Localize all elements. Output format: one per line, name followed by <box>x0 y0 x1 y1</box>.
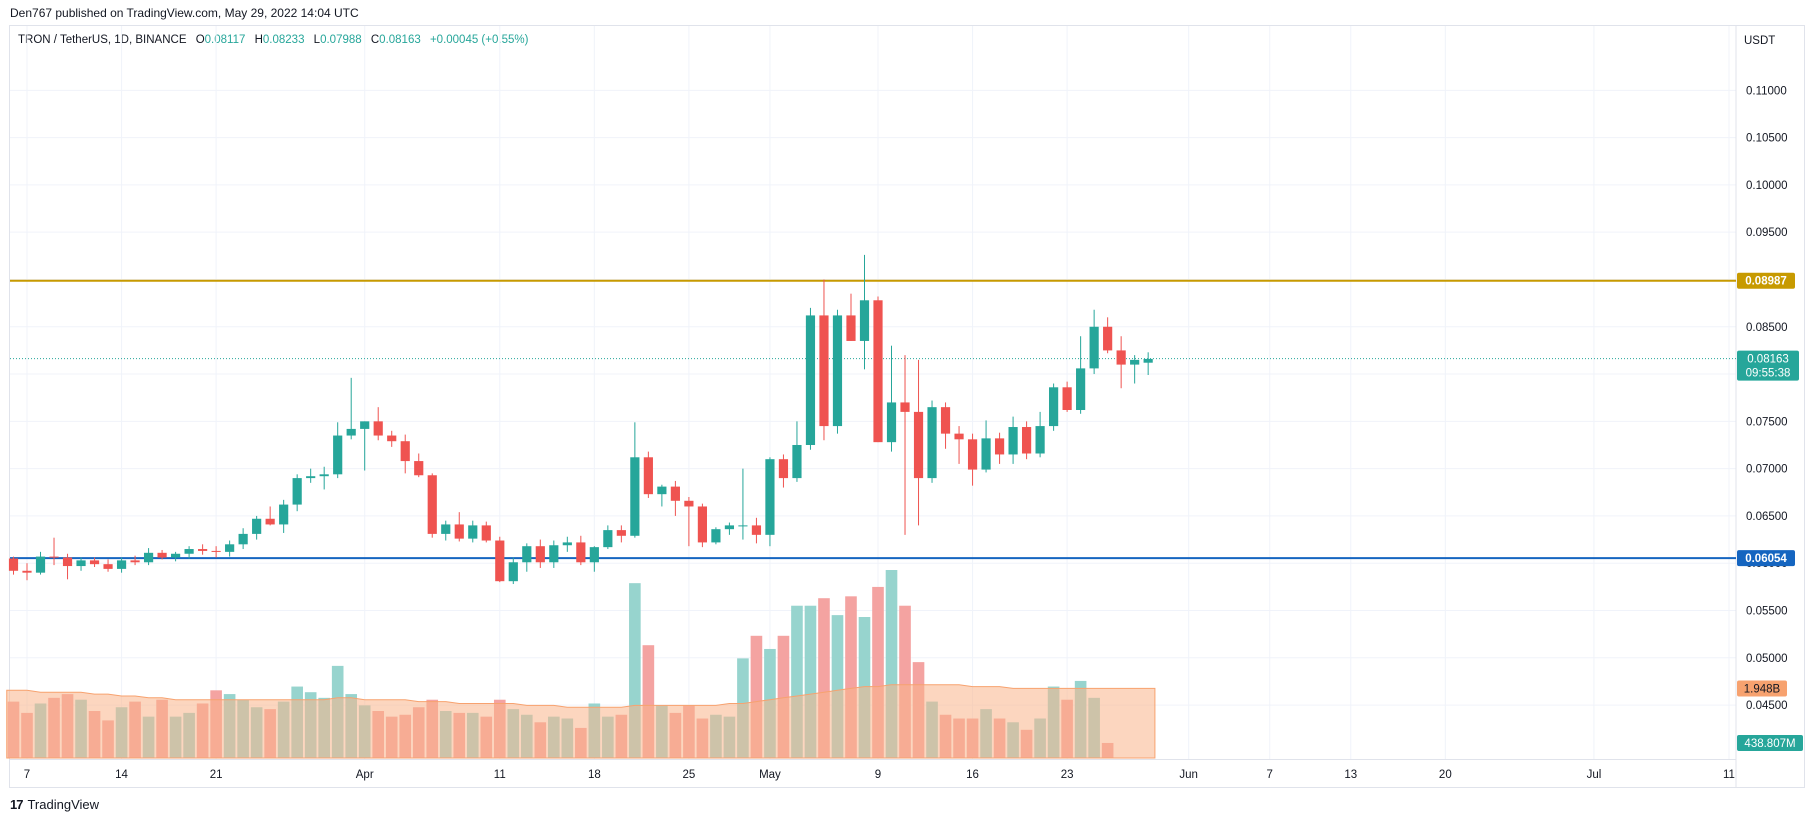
brand-name: TradingView <box>27 797 100 812</box>
open-value: 0.08117 <box>204 34 246 46</box>
symbol-title: TRON / TetherUS, 1D, BINANCE <box>18 34 187 46</box>
change-value: +0.00045 (+0.55%) <box>429 34 529 46</box>
close-label: C <box>370 34 380 46</box>
tradingview-footer: 17 TradingView <box>10 797 99 812</box>
high-label: H <box>254 34 263 46</box>
high-value: 0.08233 <box>262 34 305 46</box>
tradingview-logo: 17 <box>10 797 24 812</box>
chart-frame <box>9 25 1805 788</box>
low-label: L <box>313 34 321 46</box>
publisher-note: Den767 published on TradingView.com, May… <box>10 6 359 20</box>
close-value: 0.08163 <box>379 34 421 46</box>
open-label: O <box>195 34 205 46</box>
low-value: 0.07988 <box>320 34 362 46</box>
symbol-legend: TRON / TetherUS, 1D, BINANCE O0.08117 H0… <box>18 34 528 46</box>
